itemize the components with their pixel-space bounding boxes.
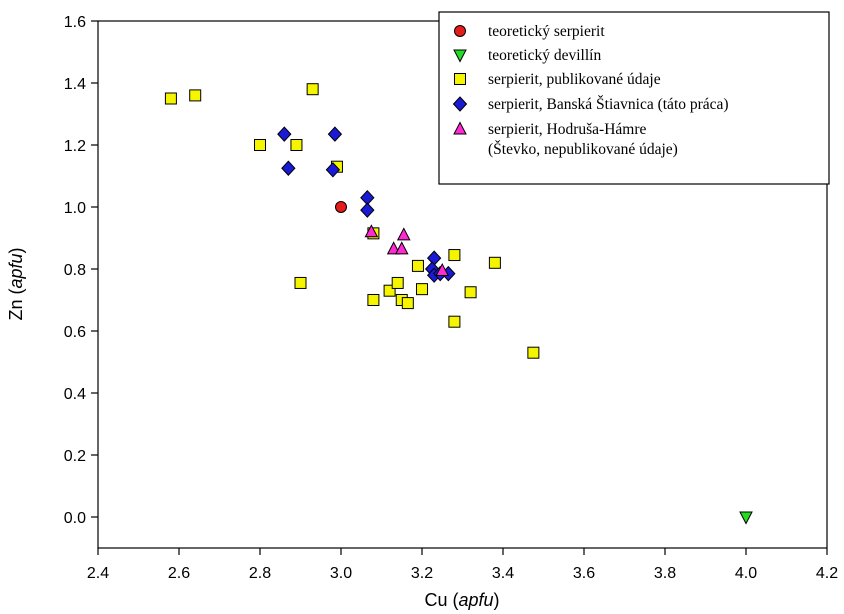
x-tick-label: 4.0 (735, 565, 757, 582)
data-point-square (401, 297, 414, 310)
y-tick-label: 1.0 (64, 200, 86, 217)
data-point-square (448, 315, 461, 328)
data-point-diamond (360, 202, 375, 218)
data-point-triangle-up (435, 262, 450, 277)
y-tick-label: 0.2 (64, 448, 86, 465)
data-point-square (391, 276, 404, 289)
legend-label: teoretický devillín (488, 47, 601, 64)
legend-marker-square (454, 73, 466, 85)
x-tick-label: 3.6 (573, 565, 595, 582)
data-point-square (294, 276, 307, 289)
legend-marker-diamond (452, 96, 468, 112)
legend-label: teoretický serpierit (488, 23, 605, 40)
data-point-square (383, 284, 396, 297)
data-point-square (290, 139, 303, 151)
data-point-diamond (277, 126, 292, 142)
data-point-square (254, 139, 266, 151)
data-point-square (306, 83, 319, 96)
y-tick-label: 1.4 (64, 76, 86, 93)
data-point-square (527, 346, 540, 359)
data-point-square (464, 286, 477, 299)
data-point-square (367, 294, 380, 306)
legend-marker-triangle-down (453, 49, 467, 63)
y-tick-label: 0.8 (64, 262, 86, 279)
data-point-triangle-up (396, 227, 411, 241)
legend-box (438, 11, 830, 185)
x-tick-label: 3.8 (654, 565, 676, 582)
y-tick-label: 0.6 (64, 324, 86, 341)
legend-marker-triangle-up (453, 121, 467, 135)
y-axis-title: Zn (apfu) (6, 247, 26, 320)
legend-label: (Števko, nepublikované údaje) (488, 141, 678, 158)
x-tick-label: 3.4 (492, 565, 514, 582)
legend-label: serpierit, Banská Štiavnica (táto práca) (488, 96, 729, 113)
data-points (164, 83, 753, 525)
legend-label: serpierit, Hodruša-Hámre (488, 121, 647, 138)
x-tick-label: 3.2 (411, 565, 433, 582)
tick-labels: 2.4 2.6 2.8 3.0 3.2 3.4 3.6 3.8 4.0 4.2 0.0 0.2 0.4 0… (64, 14, 838, 582)
y-tick-label: 0.4 (64, 386, 86, 403)
x-tick-label: 2.6 (168, 565, 190, 582)
y-tick-label: 1.6 (64, 14, 86, 31)
data-point-diamond (327, 126, 343, 142)
data-point-triangle-up (394, 241, 409, 255)
data-point-square (448, 249, 461, 262)
legend-marker-circle (454, 25, 466, 37)
data-point-triangle-up (364, 224, 379, 238)
data-point-diamond (281, 160, 296, 176)
data-point-square (488, 256, 501, 269)
x-tick-label: 2.4 (87, 565, 109, 582)
x-tick-label: 3.0 (330, 565, 352, 582)
axis-ticks (91, 20, 828, 555)
data-point-square (189, 89, 202, 102)
y-tick-label: 0.0 (64, 510, 86, 527)
data-point-square (164, 92, 177, 105)
data-point-circle (335, 201, 347, 213)
data-point-diamond (426, 250, 442, 266)
x-axis-title: Cu (apfu) (424, 590, 499, 610)
x-tick-label: 2.8 (249, 565, 271, 582)
legend: teoretický serpierit teoretický devillín s… (438, 11, 830, 185)
data-point-triangle-down (739, 511, 753, 525)
y-tick-label: 1.2 (64, 138, 86, 155)
x-tick-label: 4.2 (816, 565, 838, 582)
data-point-square (411, 259, 424, 272)
legend-label: serpierit, publikované údaje (488, 71, 661, 88)
data-point-triangle-up (386, 241, 401, 255)
data-point-diamond (325, 162, 341, 178)
data-point-square (416, 283, 428, 296)
